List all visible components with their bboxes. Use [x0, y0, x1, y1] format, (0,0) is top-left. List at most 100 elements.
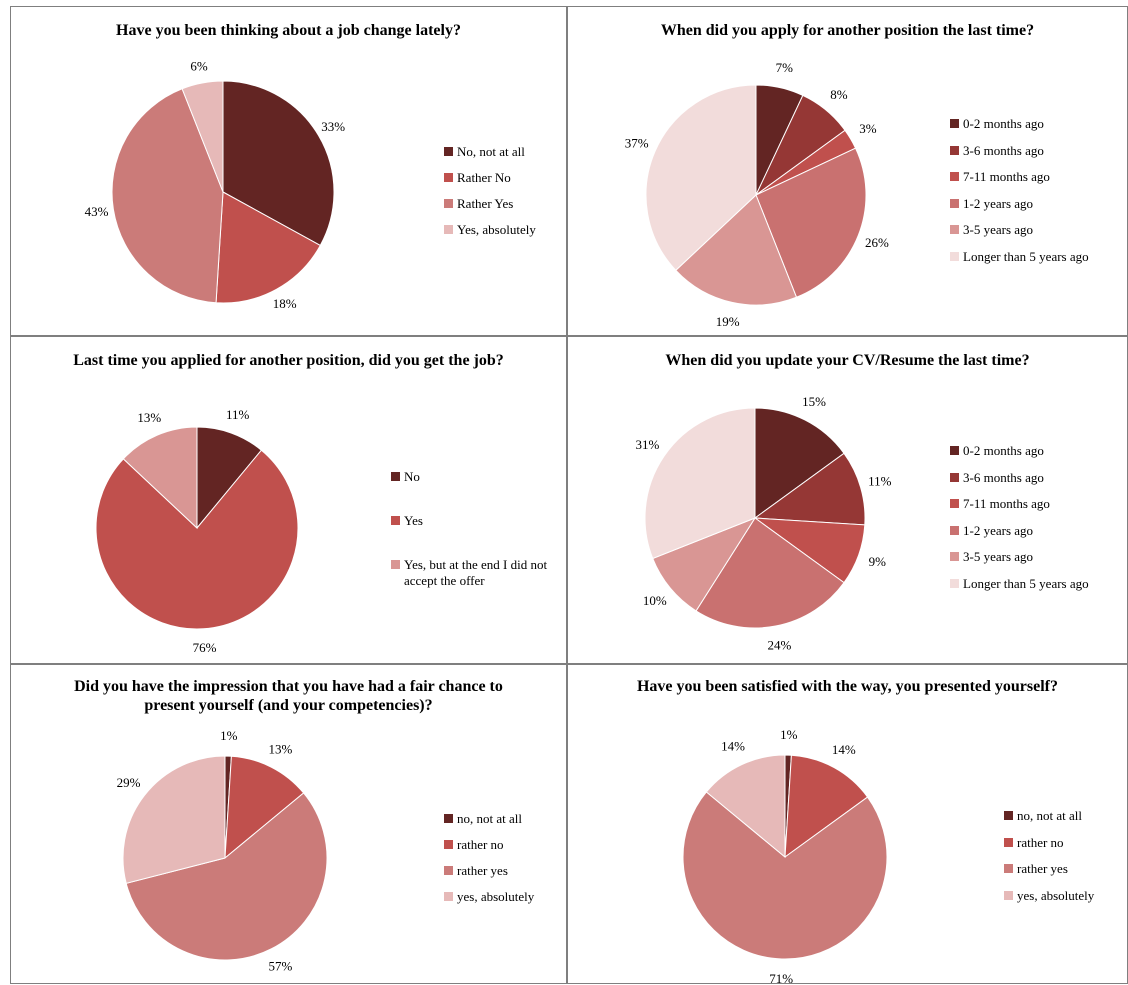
legend-label: Yes, absolutely [457, 222, 536, 237]
legend: No, not at all Rather No Rather Yes Yes, ab… [444, 144, 536, 238]
chart-title: When did you update your CV/Resume the l… [665, 352, 1030, 369]
legend-item: rather yes [1004, 861, 1094, 877]
legend-swatch [950, 251, 959, 261]
legend-item: 3-6 months ago [950, 143, 1089, 159]
data-label: 9% [869, 554, 887, 569]
legend-item: Yes, but at the end I did not accept the… [391, 557, 561, 589]
legend-label: Yes [404, 513, 423, 528]
legend-item: No, not at all [444, 144, 536, 160]
data-label: 71% [769, 971, 793, 985]
legend-item: 1-2 years ago [950, 196, 1089, 212]
legend-label: 3-5 years ago [963, 222, 1034, 237]
pie-slice [784, 754, 869, 859]
data-label: 31% [636, 437, 660, 452]
legend-swatch [391, 516, 400, 525]
legend-swatch [1004, 837, 1013, 847]
pie-slice [682, 791, 888, 960]
legend-item: 0-2 months ago [950, 116, 1089, 132]
legend-label: 7-11 months ago [963, 169, 1050, 184]
legend-item: 7-11 months ago [950, 169, 1089, 185]
legend-label: 0-2 months ago [963, 443, 1044, 458]
legend-swatch [444, 147, 453, 156]
legend-item: Longer than 5 years ago [950, 576, 1089, 592]
pie-slice [224, 755, 305, 860]
pie-slice [125, 792, 328, 961]
legend-swatch [1004, 864, 1013, 873]
legend-swatch [1004, 890, 1013, 900]
legend-swatch [391, 560, 400, 569]
legend-item: rather no [444, 837, 534, 853]
chart-title: Have you been satisfied with the way, yo… [636, 678, 1059, 695]
data-label: 1% [220, 728, 238, 743]
data-label: 6% [190, 58, 208, 73]
pie-chart-fair-chance: 1% 13% 57% 29% [117, 728, 328, 974]
legend: no, not at all rather no rather yes yes, ab… [1004, 808, 1094, 904]
legend-item: rather no [1004, 835, 1094, 851]
data-label: 18% [273, 296, 297, 311]
pie-slice [196, 426, 263, 530]
pie-slice [645, 84, 757, 272]
pie-chart-job-change: 33% 18% 43% 6% [85, 58, 346, 311]
legend-label: no, not at all [457, 811, 522, 826]
legend-label: 0-2 months ago [963, 116, 1044, 131]
legend-label: No, not at all [457, 144, 525, 159]
legend-item: 7-11 months ago [950, 496, 1089, 512]
data-label: 29% [117, 775, 141, 790]
pie-slice [644, 407, 756, 560]
legend-label: yes, absolutely [1017, 887, 1095, 903]
legend-item: yes, absolutely [1004, 888, 1094, 904]
legend-swatch [444, 892, 453, 901]
legend-item: rather yes [444, 863, 534, 879]
legend: 0-2 months ago 3-6 months ago 7-11 months … [950, 116, 1089, 265]
pie-slice [122, 755, 226, 884]
legend-item: no, not at all [1004, 808, 1094, 824]
pie-slice [705, 754, 786, 859]
chart-title: Last time you applied for another positi… [73, 352, 504, 369]
data-label: 14% [721, 739, 745, 754]
legend-label: 3-6 months ago [963, 142, 1044, 158]
data-label: 7% [776, 60, 794, 75]
data-label: 8% [830, 87, 848, 102]
chart-panel-last-application: When did you apply for another position … [567, 6, 1128, 336]
legend-label: Rather Yes [457, 196, 514, 211]
legend-label: rather no [1017, 834, 1064, 850]
data-label: 3% [859, 121, 877, 136]
pie-slice [695, 517, 845, 629]
data-label: 26% [865, 235, 889, 250]
pie-slice [755, 147, 867, 298]
legend-swatch [950, 119, 959, 128]
chart-panel-job-change: Have you been thinking about a job chang… [10, 6, 567, 336]
chart-title: When did you apply for another position … [660, 22, 1035, 39]
legend-swatch [1004, 811, 1013, 820]
legend-item: Yes, absolutely [444, 222, 536, 238]
legend-swatch [950, 552, 959, 561]
legend-swatch [444, 225, 453, 234]
data-label: 37% [625, 135, 649, 150]
data-label: 13% [137, 410, 161, 425]
data-label: 19% [716, 314, 740, 329]
legend-swatch [950, 145, 959, 155]
legend-swatch [444, 840, 453, 849]
legend-item: no, not at all [444, 811, 534, 827]
legend: 0-2 months ago 3-6 months ago 7-11 months … [950, 443, 1089, 592]
chart-panel-satisfied: Have you been satisfied with the way, yo… [567, 664, 1128, 985]
data-label: 10% [643, 593, 667, 608]
data-label: 33% [321, 119, 345, 134]
data-label: 15% [802, 394, 826, 409]
data-label: 14% [832, 742, 856, 757]
data-label: 11% [868, 474, 892, 489]
pie-slice [222, 80, 335, 247]
legend-item: Yes [391, 513, 561, 529]
legend-label: rather no [457, 837, 504, 852]
legend-item: 0-2 months ago [950, 443, 1089, 459]
data-label: 11% [226, 407, 250, 422]
pie-slice [753, 452, 866, 526]
legend-swatch [950, 446, 959, 455]
chart-title: Have you been thinking about a job chang… [116, 22, 461, 39]
data-label: 24% [767, 638, 791, 653]
pie-slice [215, 191, 321, 304]
data-label: 13% [268, 741, 292, 756]
legend-item: Longer than 5 years ago [950, 249, 1089, 265]
legend-label: Longer than 5 years ago [963, 248, 1089, 264]
legend-swatch [950, 225, 959, 234]
